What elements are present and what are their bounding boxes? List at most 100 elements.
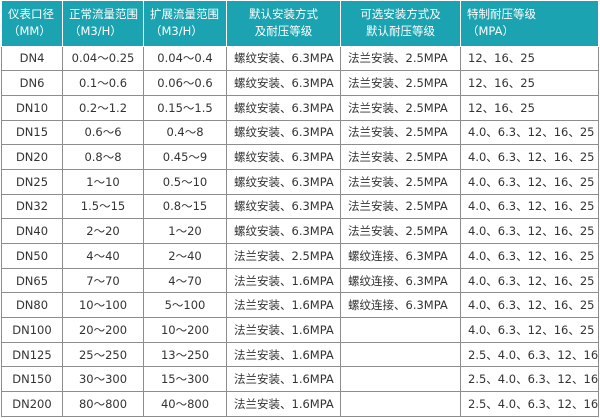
cell-diameter: DN50 — [1, 243, 63, 269]
cell-normal-flow: 0.2～1.2 — [62, 94, 144, 121]
cell-special-pressure: 12、16、25 — [460, 70, 599, 96]
cell-extended-flow: 2～40 — [143, 243, 227, 269]
cell-optional-install: 法兰安装、2.5MPA — [340, 168, 461, 195]
table-row: DN4 0.04～0.25 0.04～0.4 螺纹安装、6.3MPA 法兰安装、2.5M… — [1, 45, 599, 72]
cell-diameter: DN15 — [1, 119, 63, 146]
cell-normal-flow: 25～250 — [62, 341, 144, 368]
cell-special-pressure: 12、16、25 — [460, 94, 599, 121]
cell-default-install: 法兰安装、1.6MPA — [226, 267, 341, 294]
cell-extended-flow: 13～250 — [143, 341, 227, 368]
cell-diameter: DN10 — [1, 94, 63, 121]
cell-optional-install: 法兰安装、2.5MPA — [340, 70, 461, 96]
cell-default-install: 螺纹安装、6.3MPA — [226, 119, 341, 146]
cell-optional-install — [340, 341, 461, 368]
cell-default-install: 螺纹安装、6.3MPA — [226, 45, 341, 72]
table-row: DN20 0.8～8 0.45～9 螺纹安装、6.3MPA 法兰安装、2.5MPA 4.0… — [1, 144, 599, 170]
cell-special-pressure: 4.0、6.3、12、16、25 — [460, 218, 599, 244]
cell-extended-flow: 0.4～8 — [143, 119, 227, 146]
cell-extended-flow: 0.15～1.5 — [143, 94, 227, 121]
cell-default-install: 螺纹安装、6.3MPA — [226, 193, 341, 220]
cell-diameter: DN125 — [1, 341, 63, 368]
cell-extended-flow: 0.04～0.4 — [143, 45, 227, 72]
cell-normal-flow: 1～10 — [62, 168, 144, 195]
cell-optional-install: 螺纹连接、6.3MPA — [340, 267, 461, 294]
header-row: 仪表口径 （MM） 正常流量范围 （M3/H） 扩展流量范围 （M3/H） 默认安装方式 及耐… — [1, 1, 599, 47]
cell-special-pressure: 2.5、4.0、6.3、12、16 — [460, 391, 599, 417]
cell-diameter: DN20 — [1, 144, 63, 170]
cell-diameter: DN80 — [1, 292, 63, 319]
table-row: DN15 0.6～6 0.4～8 螺纹安装、6.3MPA 法兰安装、2.5MPA 4.0、… — [1, 119, 599, 146]
cell-default-install: 法兰安装、2.5MPA — [226, 243, 341, 269]
cell-optional-install — [340, 366, 461, 393]
cell-default-install: 法兰安装、1.6MPA — [226, 366, 341, 393]
cell-diameter: DN4 — [1, 45, 63, 72]
header-default-install: 默认安装方式 及耐压等级 — [226, 1, 341, 47]
cell-optional-install — [340, 391, 461, 417]
cell-default-install: 法兰安装、1.6MPA — [226, 292, 341, 319]
table-row: DN100 20～200 10～200 法兰安装、1.6MPA 4.0、6.3、12、1… — [1, 317, 599, 343]
cell-special-pressure: 2.5、4.0、6.3、12、16 — [460, 366, 599, 393]
cell-extended-flow: 0.45～9 — [143, 144, 227, 170]
cell-special-pressure: 2.5、4.0、6.3、12、16 — [460, 341, 599, 368]
cell-special-pressure: 4.0、6.3、12、16、25 — [460, 243, 599, 269]
cell-default-install: 螺纹安装、6.3MPA — [226, 168, 341, 195]
cell-diameter: DN65 — [1, 267, 63, 294]
cell-optional-install: 法兰安装、2.5MPA — [340, 119, 461, 146]
cell-normal-flow: 20～200 — [62, 317, 144, 343]
cell-extended-flow: 0.06～0.6 — [143, 70, 227, 96]
header-diameter: 仪表口径 （MM） — [1, 1, 63, 47]
table-row: DN50 4～40 2～40 法兰安装、2.5MPA 螺纹连接、6.3MPA 4.0、6.… — [1, 243, 599, 269]
header-line: （MPA） — [467, 24, 514, 39]
cell-diameter: DN40 — [1, 218, 63, 244]
table-row: DN200 80～800 40～800 法兰安装、1.6MPA 2.5、4.0、6.3、… — [1, 391, 599, 417]
header-line: （M3/H） — [69, 24, 122, 39]
header-line: 默认安装方式 — [249, 7, 318, 22]
cell-normal-flow: 30～300 — [62, 366, 144, 393]
table-row: DN125 25～250 13～250 法兰安装、1.6MPA 2.5、4.0、6.3、… — [1, 341, 599, 368]
cell-special-pressure: 12、16、25 — [460, 45, 599, 72]
cell-extended-flow: 5～100 — [143, 292, 227, 319]
header-normal-flow: 正常流量范围 （M3/H） — [62, 1, 144, 47]
cell-normal-flow: 0.1～0.6 — [62, 70, 144, 96]
header-special-pressure: 特制耐压等级 （MPA） — [460, 1, 599, 47]
header-line: 扩展流量范围 — [150, 7, 219, 22]
cell-special-pressure: 4.0、6.3、12、16、25 — [460, 144, 599, 170]
table-row: DN10 0.2～1.2 0.15～1.5 螺纹安装、6.3MPA 法兰安装、2.5MP… — [1, 94, 599, 121]
cell-default-install: 螺纹安装、6.3MPA — [226, 70, 341, 96]
cell-normal-flow: 80～800 — [62, 391, 144, 417]
cell-default-install: 法兰安装、1.6MPA — [226, 391, 341, 417]
header-line: （M3/H） — [150, 24, 203, 39]
table-row: DN80 10～100 5～100 法兰安装、1.6MPA 螺纹连接、6.3MPA 4.0… — [1, 292, 599, 319]
cell-normal-flow: 0.6～6 — [62, 119, 144, 146]
cell-normal-flow: 7～70 — [62, 267, 144, 294]
cell-extended-flow: 40～800 — [143, 391, 227, 417]
cell-optional-install: 法兰安装、2.5MPA — [340, 45, 461, 72]
cell-optional-install: 螺纹连接、6.3MPA — [340, 243, 461, 269]
cell-special-pressure: 4.0、6.3、12、16、25 — [460, 119, 599, 146]
cell-extended-flow: 15～300 — [143, 366, 227, 393]
header-line: （MM） — [8, 24, 51, 39]
table-row: DN150 30～300 15～300 法兰安装、1.6MPA 2.5、4.0、6.3、… — [1, 366, 599, 393]
cell-diameter: DN150 — [1, 366, 63, 393]
header-line: 可选安装方式及 — [360, 7, 441, 22]
cell-optional-install: 法兰安装、2.5MPA — [340, 193, 461, 220]
cell-default-install: 螺纹安装、6.3MPA — [226, 94, 341, 121]
header-line: 默认耐压等级 — [366, 24, 435, 39]
cell-normal-flow: 2～20 — [62, 218, 144, 244]
cell-extended-flow: 0.5～10 — [143, 168, 227, 195]
cell-normal-flow: 0.8～8 — [62, 144, 144, 170]
cell-optional-install: 螺纹连接、6.3MPA — [340, 292, 461, 319]
cell-extended-flow: 1～20 — [143, 218, 227, 244]
cell-extended-flow: 0.8～15 — [143, 193, 227, 220]
cell-default-install: 法兰安装、1.6MPA — [226, 317, 341, 343]
cell-special-pressure: 4.0、6.3、12、16、25 — [460, 168, 599, 195]
header-line: 及耐压等级 — [254, 24, 313, 39]
cell-special-pressure: 4.0、6.3、12、16、25 — [460, 193, 599, 220]
cell-optional-install — [340, 317, 461, 343]
header-optional-install: 可选安装方式及 默认耐压等级 — [340, 1, 461, 47]
header-extended-flow: 扩展流量范围 （M3/H） — [143, 1, 227, 47]
cell-special-pressure: 4.0、6.3、12、16、25 — [460, 292, 599, 319]
table-row: DN6 0.1～0.6 0.06～0.6 螺纹安装、6.3MPA 法兰安装、2.5MPA… — [1, 70, 599, 96]
cell-optional-install: 法兰安装、2.5MPA — [340, 94, 461, 121]
